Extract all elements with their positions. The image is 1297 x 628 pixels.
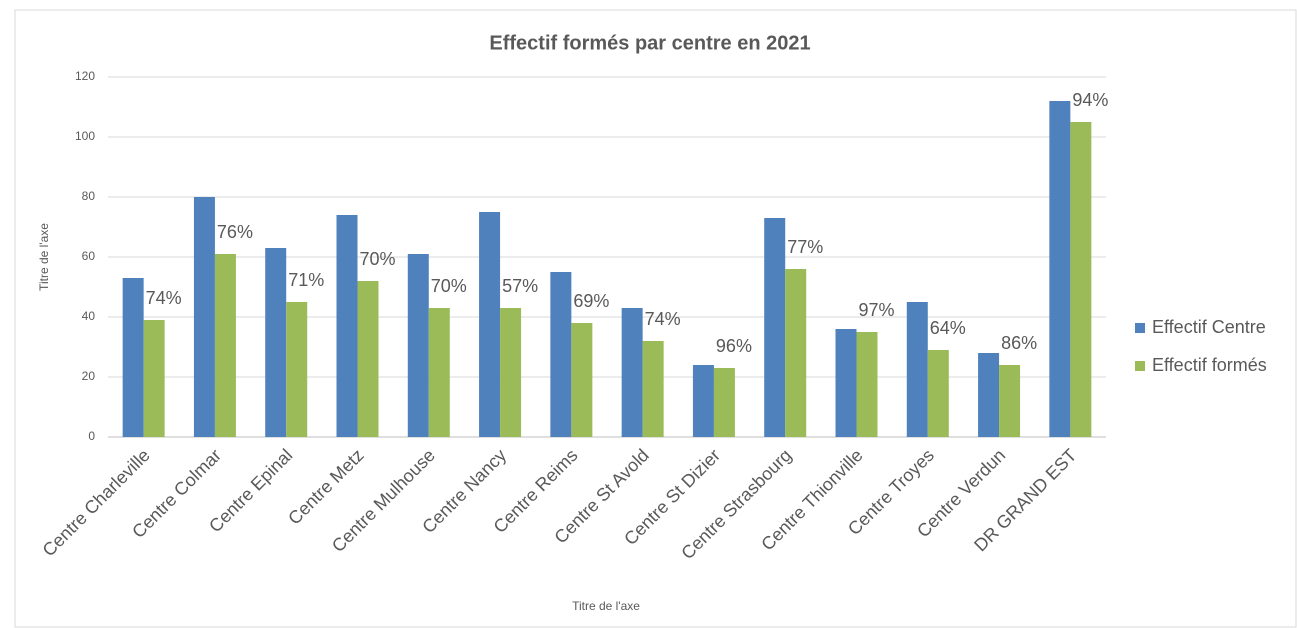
bar	[571, 323, 593, 437]
bar	[357, 281, 379, 437]
chart-title: Effectif formés par centre en 2021	[489, 32, 810, 54]
y-tick-label: 60	[82, 249, 96, 263]
bar	[336, 215, 358, 437]
bar	[500, 308, 522, 437]
data-label: 96%	[716, 336, 752, 356]
data-label: 97%	[859, 300, 895, 320]
bar	[214, 254, 236, 437]
y-tick-label: 40	[82, 309, 96, 323]
y-tick-label: 100	[75, 129, 95, 143]
bar	[999, 365, 1021, 437]
bar	[193, 197, 215, 437]
data-label: 77%	[787, 237, 823, 257]
data-label: 70%	[360, 249, 396, 269]
data-label: 86%	[1001, 333, 1037, 353]
bar	[978, 353, 1000, 437]
bar	[927, 350, 949, 437]
data-label: 70%	[431, 276, 467, 296]
data-label: 76%	[217, 222, 253, 242]
bar	[122, 278, 144, 437]
bar	[692, 365, 714, 437]
bar	[764, 218, 786, 437]
legend-label: Effectif Centre	[1152, 317, 1266, 337]
y-tick-label: 20	[82, 369, 96, 383]
legend-swatch	[1135, 361, 1145, 371]
legend-swatch	[1135, 323, 1145, 333]
bar	[785, 269, 807, 437]
bar	[265, 248, 287, 437]
bar	[479, 212, 501, 437]
y-axis-title: Titre de l'axe	[37, 223, 51, 291]
legend-label: Effectif formés	[1152, 355, 1267, 375]
bar	[906, 302, 928, 437]
data-label: 74%	[645, 309, 681, 329]
bar	[621, 308, 643, 437]
y-tick-label: 80	[82, 189, 96, 203]
bar	[286, 302, 308, 437]
bar	[550, 272, 572, 437]
bar	[835, 329, 857, 437]
data-label: 57%	[502, 276, 538, 296]
bar	[407, 254, 429, 437]
data-label: 71%	[288, 270, 324, 290]
bar	[1070, 122, 1092, 437]
bar	[143, 320, 165, 437]
x-axis-title: Titre de l'axe	[572, 599, 640, 613]
data-label: 94%	[1072, 90, 1108, 110]
bar	[713, 368, 735, 437]
y-tick-label: 0	[88, 429, 95, 443]
bar	[428, 308, 450, 437]
bar	[1049, 101, 1071, 437]
y-tick-label: 120	[75, 69, 95, 83]
data-label: 74%	[146, 288, 182, 308]
data-label: 69%	[573, 291, 609, 311]
data-label: 64%	[930, 318, 966, 338]
bar	[856, 332, 878, 437]
bar	[642, 341, 664, 437]
